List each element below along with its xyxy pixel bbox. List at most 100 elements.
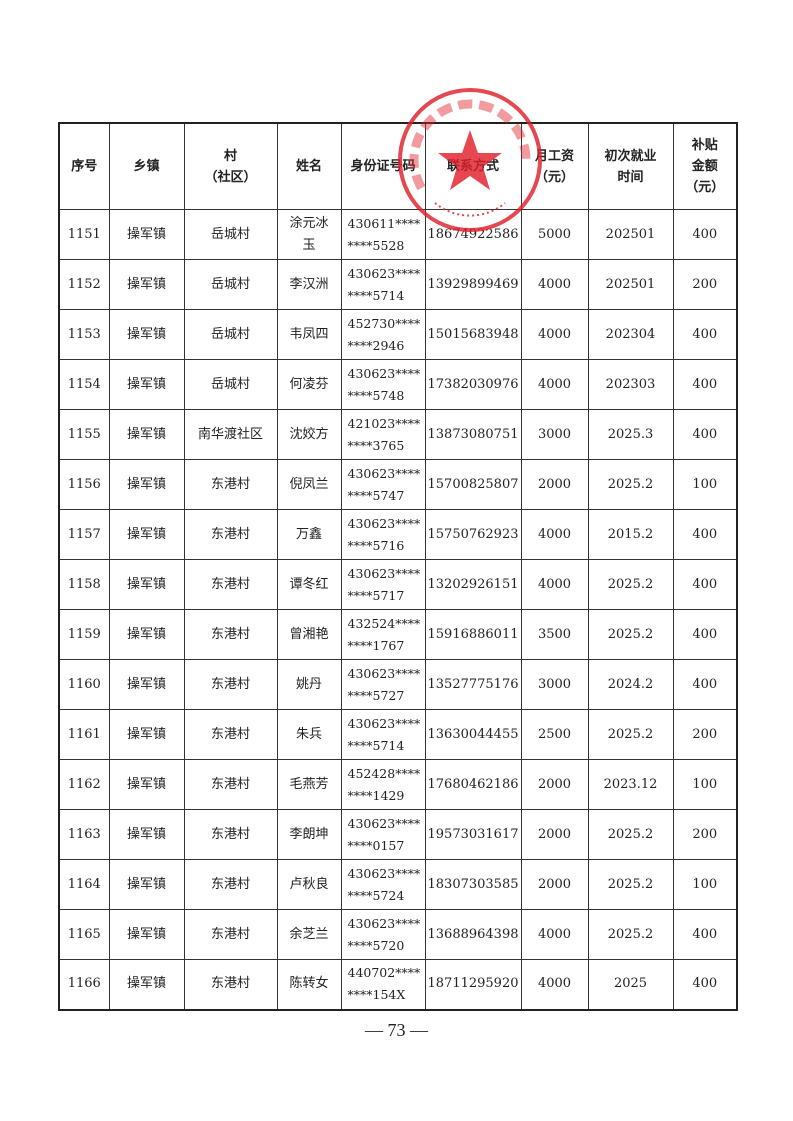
cell-text: 200: [692, 826, 718, 842]
cell-text: 1164: [67, 876, 101, 892]
cell-text: 15015683948: [427, 326, 519, 342]
cell-text: 东港村: [210, 926, 250, 942]
name-cell: 韦凤四: [276, 309, 342, 360]
row-number-cell: 1158: [58, 559, 110, 610]
id-number-cell: 430623**** ****5714: [340, 709, 426, 760]
name-cell: 余芝兰: [276, 909, 342, 960]
monthly-wage-cell: 4000: [520, 259, 589, 310]
cell-text: 1159: [67, 626, 101, 642]
cell-text: 沈姣方: [289, 426, 329, 442]
table-row: 1154 操军镇 岳城村 何凌芬 430623**** ****5748 173820309…: [58, 359, 738, 410]
id-number-cell: 430623**** ****5716: [340, 509, 426, 560]
cell-text: 1162: [67, 776, 101, 792]
subsidy-amount-cell: 400: [672, 409, 738, 460]
row-number-cell: 1154: [58, 359, 110, 410]
row-number-cell: 1157: [58, 509, 110, 560]
cell-text: 操军镇: [126, 976, 166, 992]
row-number-cell: 1163: [58, 809, 110, 860]
cell-text: 430623****: [347, 915, 421, 931]
cell-text: 何凌芬: [289, 376, 329, 392]
row-number-cell: 1159: [58, 609, 110, 660]
name-cell: 毛燕芳: [276, 759, 342, 810]
name-cell: 沈姣方: [276, 409, 342, 460]
cell-text: ****1767: [347, 637, 405, 653]
cell-text: 2025.2: [607, 476, 654, 492]
column-header: 月工资 （元）: [520, 122, 589, 210]
column-header: 初次就业 时间: [587, 122, 674, 210]
monthly-wage-cell: 3500: [520, 609, 589, 660]
cell-text: 操军镇: [126, 826, 166, 842]
id-number-cell: 430623**** ****5717: [340, 559, 426, 610]
township-cell: 操军镇: [108, 559, 185, 610]
cell-text: 东港村: [210, 826, 250, 842]
cell-text: ****1429: [347, 787, 405, 803]
first-employment-time-cell: 2025.2: [587, 809, 674, 860]
first-employment-time-cell: 2024.2: [587, 659, 674, 710]
cell-text: 430623****: [347, 815, 421, 831]
village-cell: 岳城村: [183, 259, 278, 310]
subsidy-amount-cell: 100: [672, 759, 738, 810]
subsidy-amount-cell: 400: [672, 909, 738, 960]
cell-text: ****5528: [347, 237, 405, 253]
phone-cell: 18307303585: [424, 859, 522, 910]
cell-text: 东港村: [210, 676, 250, 692]
cell-text: 2024.2: [607, 676, 654, 692]
first-employment-time-cell: 202303: [587, 359, 674, 410]
subsidy-amount-cell: 400: [672, 509, 738, 560]
phone-cell: 13527775176: [424, 659, 522, 710]
cell-text: 400: [692, 676, 718, 692]
cell-text: ****5720: [347, 937, 405, 953]
cell-text: ****3765: [347, 437, 405, 453]
cell-text: 3000: [537, 426, 572, 442]
village-cell: 东港村: [183, 459, 278, 510]
cell-text: 2000: [537, 826, 572, 842]
cell-text: 3000: [537, 676, 572, 692]
cell-text: 13873080751: [427, 426, 519, 442]
cell-text: 东港村: [210, 726, 250, 742]
first-employment-time-cell: 2025.2: [587, 459, 674, 510]
cell-text: 1152: [67, 276, 101, 292]
id-number-cell: 430623**** ****5724: [340, 859, 426, 910]
id-number-cell: 421023**** ****3765: [340, 409, 426, 460]
monthly-wage-cell: 4000: [520, 309, 589, 360]
id-number-cell: 432524**** ****1767: [340, 609, 426, 660]
cell-text: 4000: [537, 276, 572, 292]
cell-text: 操军镇: [126, 226, 166, 242]
name-cell: 曾湘艳: [276, 609, 342, 660]
cell-text: 操军镇: [126, 426, 166, 442]
cell-text: 100: [692, 476, 718, 492]
cell-text: 400: [692, 976, 718, 992]
cell-text: 440702****: [347, 965, 421, 981]
column-header: 补贴 金额 （元）: [672, 122, 738, 210]
cell-text: 430623****: [347, 665, 421, 681]
cell-text: 13630044455: [427, 726, 519, 742]
township-cell: 操军镇: [108, 759, 185, 810]
cell-text: 2025.2: [607, 826, 654, 842]
cell-text: 430623****: [347, 465, 421, 481]
cell-text: 13527775176: [427, 676, 519, 692]
cell-text: 操军镇: [126, 576, 166, 592]
subsidy-amount-cell: 400: [672, 209, 738, 260]
subsidy-amount-cell: 400: [672, 959, 738, 1010]
cell-text: 1158: [67, 576, 101, 592]
cell-text: 17382030976: [427, 376, 519, 392]
name-cell: 陈转女: [276, 959, 342, 1010]
cell-text: 400: [692, 526, 718, 542]
column-header: 乡镇: [108, 122, 185, 210]
column-header: 联系方式: [424, 122, 522, 210]
table-row: 1152 操军镇 岳城村 李汉洲 430623**** ****5714 139298994…: [58, 259, 738, 310]
cell-text: 452428****: [347, 765, 421, 781]
cell-text: 曾湘艳: [289, 626, 329, 642]
village-cell: 东港村: [183, 859, 278, 910]
first-employment-time-cell: 2015.2: [587, 509, 674, 560]
cell-text: 202501: [605, 226, 656, 242]
phone-cell: 13202926151: [424, 559, 522, 610]
cell-text: 东港村: [210, 526, 250, 542]
monthly-wage-cell: 3000: [520, 659, 589, 710]
cell-text: 100: [692, 776, 718, 792]
first-employment-time-cell: 2025.2: [587, 559, 674, 610]
first-employment-time-cell: 202304: [587, 309, 674, 360]
cell-text: 400: [692, 226, 718, 242]
id-number-cell: 452730**** ****2946: [340, 309, 426, 360]
